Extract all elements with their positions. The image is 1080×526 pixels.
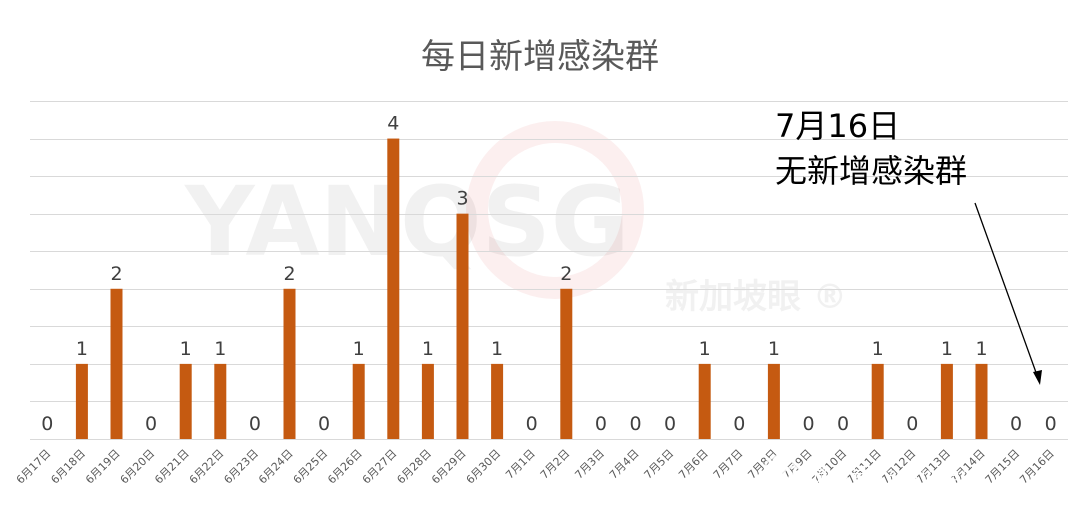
data-label: 1 [214, 338, 226, 360]
annotation: 7月16日 无新增感染群 [775, 107, 1042, 385]
data-label: 0 [664, 413, 676, 435]
x-tick-label: 7月7日 [711, 447, 746, 482]
data-label: 1 [353, 338, 365, 360]
bar [110, 288, 123, 439]
bar [75, 363, 88, 439]
x-tick-label: 6月20日 [118, 447, 158, 487]
data-label: 0 [318, 413, 330, 435]
data-label: 1 [76, 338, 88, 360]
x-tick-label: 6月17日 [14, 447, 54, 487]
gridlines [30, 101, 1068, 440]
bar [179, 363, 192, 439]
data-label: 1 [975, 338, 987, 360]
bar [698, 363, 711, 439]
x-tick-label: 7月1日 [503, 447, 538, 482]
data-label: 1 [768, 338, 780, 360]
bar [940, 363, 953, 439]
data-label: 0 [41, 413, 53, 435]
x-tick-label: 7月6日 [676, 447, 711, 482]
data-label: 0 [802, 413, 814, 435]
annotation-arrow [974, 202, 1039, 379]
watermark: YANQSG 新加坡眼 ® [184, 121, 847, 317]
annotation-arrowhead [1033, 370, 1042, 385]
bar [421, 363, 434, 439]
data-label: 3 [456, 188, 468, 210]
x-tick-label: 7月3日 [572, 447, 607, 482]
data-label: 0 [145, 413, 157, 435]
chart-title: 每日新增感染群 [421, 37, 659, 77]
data-label: 0 [526, 413, 538, 435]
bar [456, 213, 469, 439]
watermark-logo-ring [466, 121, 644, 299]
data-label: 0 [837, 413, 849, 435]
watermark-brand-cn: 新加坡眼 ® [665, 277, 847, 317]
x-tick-label: 6月27日 [360, 447, 400, 487]
data-label: 0 [595, 413, 607, 435]
x-tick-label: 6月19日 [83, 447, 123, 487]
annotation-line-2: 无新增感染群 [775, 152, 967, 190]
data-label: 1 [422, 338, 434, 360]
wechat-watermark: 微信号 kanxinjiapo [763, 454, 984, 489]
bar [352, 363, 365, 439]
bars [75, 138, 988, 440]
bar [283, 288, 296, 439]
data-label: 0 [906, 413, 918, 435]
data-label: 0 [1045, 413, 1057, 435]
bar [387, 138, 400, 440]
data-label: 1 [180, 338, 192, 360]
data-label: 0 [249, 413, 261, 435]
data-label: 1 [699, 338, 711, 360]
x-tick-label: 6月25日 [291, 447, 331, 487]
data-label: 0 [629, 413, 641, 435]
data-label: 1 [491, 338, 503, 360]
data-label: 4 [387, 113, 399, 135]
x-tick-label: 7月15日 [983, 447, 1023, 487]
bar [491, 363, 504, 439]
x-tick-label: 7月2日 [538, 447, 573, 482]
x-tick-label: 6月26日 [325, 447, 365, 487]
data-label: 2 [560, 263, 572, 285]
data-label: 2 [283, 263, 295, 285]
data-label: 1 [941, 338, 953, 360]
x-tick-label: 6月18日 [48, 447, 88, 487]
wechat-id: 微信号 kanxinjiapo [812, 464, 984, 486]
bar [871, 363, 884, 439]
x-tick-label: 6月23日 [221, 447, 261, 487]
x-tick-label: 6月28日 [394, 447, 434, 487]
data-label: 0 [733, 413, 745, 435]
bar [767, 363, 780, 439]
watermark-brand: YANQSG [184, 166, 630, 278]
bar [214, 363, 227, 439]
annotation-line-1: 7月16日 [775, 107, 900, 145]
x-tick-label: 6月24日 [256, 447, 296, 487]
x-tick-label: 7月16日 [1017, 447, 1057, 487]
x-tick-label: 7月8日 [745, 447, 780, 482]
x-tick-label: 6月21日 [152, 447, 192, 487]
bar [975, 363, 988, 439]
x-tick-label: 7月4日 [607, 447, 642, 482]
x-tick-label: 7月5日 [642, 447, 677, 482]
bar [560, 288, 573, 439]
x-tick-label: 6月30日 [464, 447, 504, 487]
data-label: 2 [110, 263, 122, 285]
data-label: 0 [1010, 413, 1022, 435]
data-label: 1 [872, 338, 884, 360]
wechat-icon [763, 454, 808, 489]
x-tick-label: 6月29日 [429, 447, 469, 487]
x-tick-label: 6月22日 [187, 447, 227, 487]
